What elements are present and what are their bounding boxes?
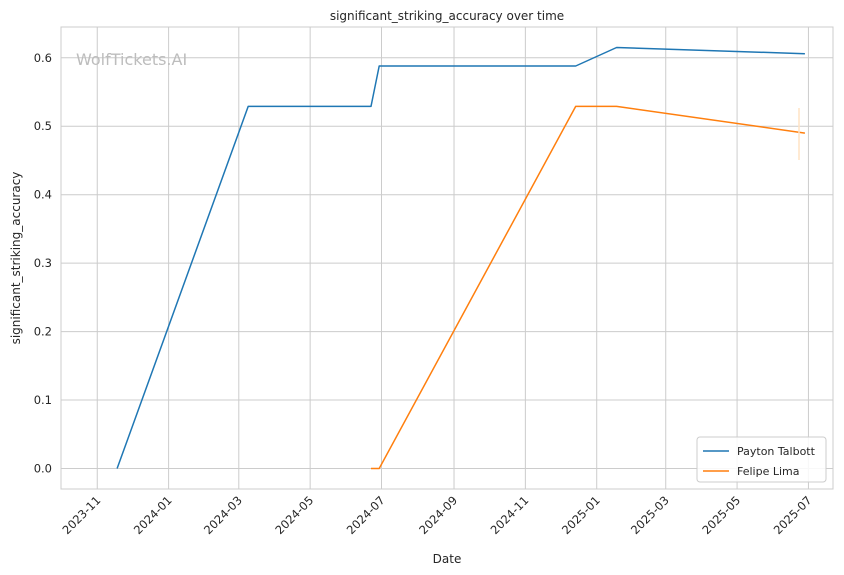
y-tick-label: 0.6: [34, 51, 52, 65]
legend-label-0: Payton Talbott: [737, 445, 816, 458]
x-axis-label: Date: [433, 552, 462, 566]
x-tick-labels: 2023-11 2024-01 2024-03 2024-05 2024-07 2024-…: [59, 493, 814, 537]
x-tick-label: 2025-01: [559, 493, 603, 537]
x-tick-label: 2025-07: [771, 493, 815, 537]
plot-frame: [60, 26, 834, 490]
series-line-0: [116, 46, 805, 469]
x-tick-label: 2024-01: [131, 493, 175, 537]
legend-label-1: Felipe Lima: [737, 465, 800, 478]
x-tick-label: 2024-03: [201, 493, 245, 537]
legend: Payton Talbott Felipe Lima: [696, 436, 827, 483]
y-tick-label: 0.4: [34, 188, 52, 202]
grid: [61, 27, 833, 489]
x-tick-label: 2024-05: [272, 493, 316, 537]
y-tick-label: 0.1: [34, 393, 52, 407]
y-tick-labels: 0.0 0.1 0.2 0.3 0.4 0.5 0.6: [34, 51, 52, 476]
y-tick-label: 0.2: [34, 325, 52, 339]
y-tick-label: 0.0: [34, 461, 52, 475]
x-tick-label: 2024-11: [488, 493, 532, 537]
x-tick-label: 2023-11: [59, 493, 103, 537]
y-axis-label: significant_striking_accuracy: [9, 172, 23, 345]
x-tick-label: 2025-03: [628, 493, 672, 537]
series-layer: [116, 46, 806, 470]
watermark: WolfTickets.AI: [76, 50, 187, 69]
legend-box: [696, 436, 827, 483]
x-tick-label: 2024-07: [344, 493, 388, 537]
plot-background: [61, 27, 833, 489]
series-line-1: [371, 105, 806, 470]
y-tick-label: 0.3: [34, 256, 52, 270]
y-tick-label: 0.5: [34, 119, 52, 133]
x-tick-label: 2025-05: [699, 493, 743, 537]
x-tick-label: 2024-09: [416, 493, 460, 537]
chart-title: significant_striking_accuracy over time: [330, 9, 564, 23]
